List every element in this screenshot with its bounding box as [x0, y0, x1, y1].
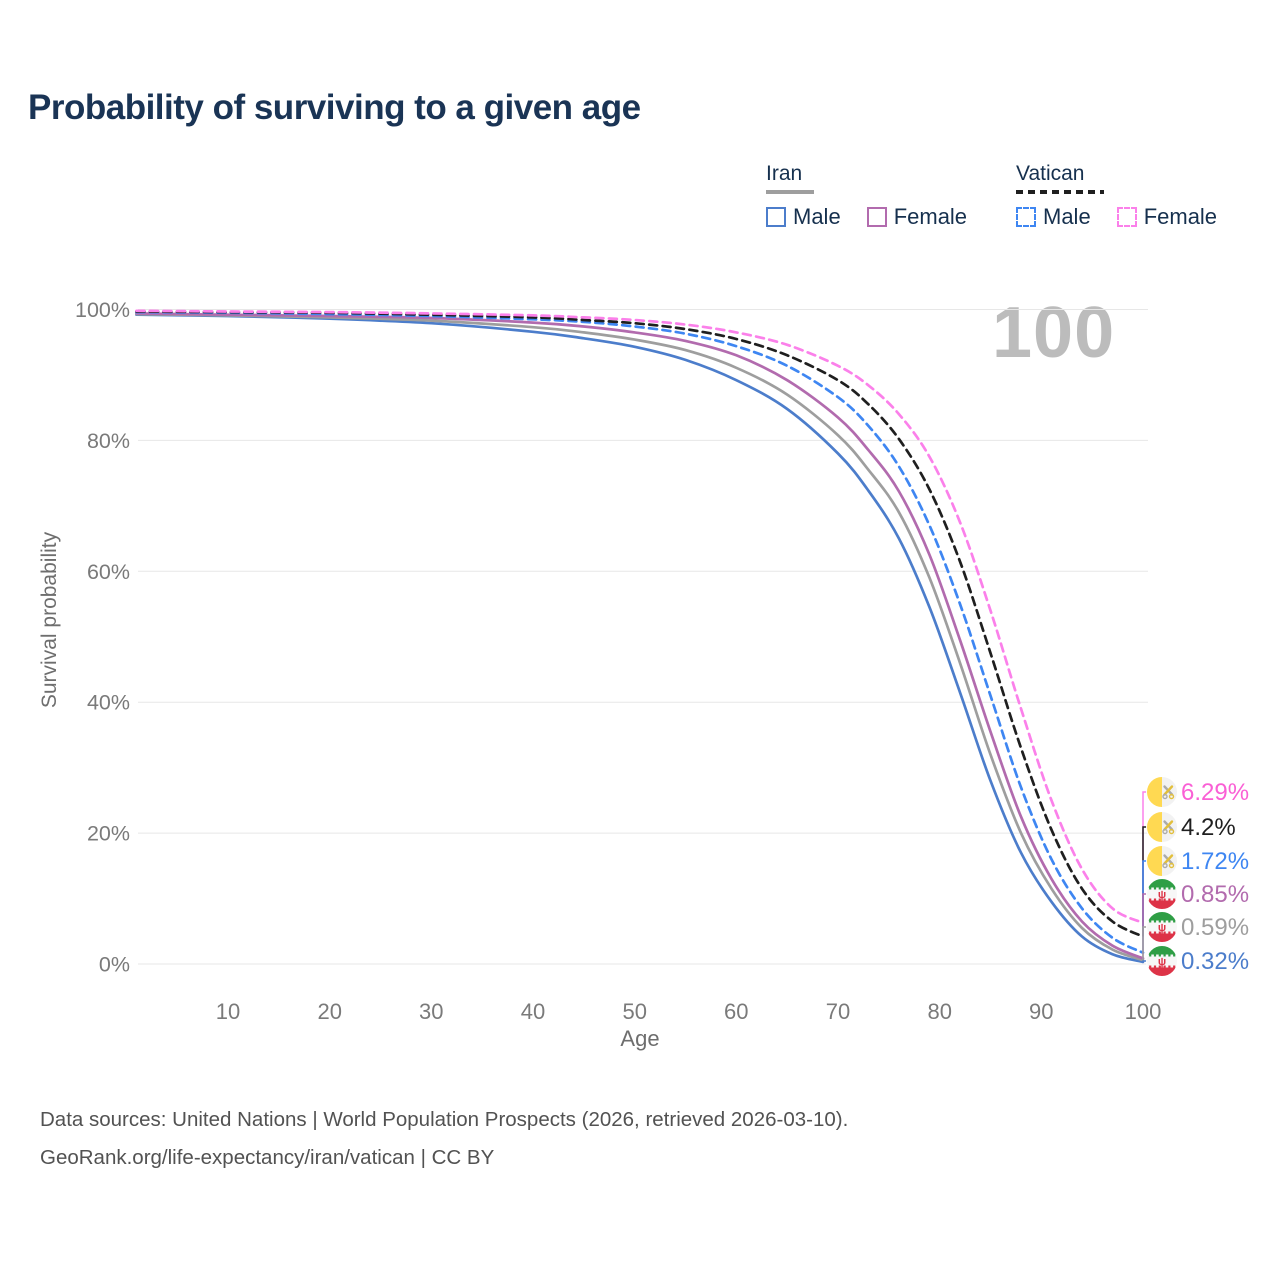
vatican-flag-icon	[1146, 811, 1178, 843]
series-line-iran[interactable]	[135, 312, 1145, 962]
legend-label-iran-female: Female	[893, 204, 968, 229]
x-tick-label: 50	[622, 999, 646, 1024]
x-tick-label: 100	[1125, 999, 1162, 1024]
legend-country-vatican: Vatican	[1016, 162, 1085, 185]
end-label-row-vatican: 4.2%	[1142, 811, 1236, 937]
leader-line	[1142, 926, 1147, 961]
y-axis-title: Survival probability	[38, 531, 61, 709]
svg-text:ψ: ψ	[1158, 956, 1166, 968]
svg-text:ψ: ψ	[1158, 922, 1166, 934]
y-tick-label: 60%	[87, 560, 130, 584]
hovered-age-indicator: 100	[992, 293, 1116, 373]
legend-item-iran-female[interactable]: Female	[866, 204, 968, 230]
legend: Iran Male Female Vatican Male	[0, 0, 1280, 250]
vatican-line-style-swatch	[1016, 190, 1104, 194]
legend-item-iran-male[interactable]: Male	[766, 204, 841, 230]
x-tick-label: 80	[927, 999, 951, 1024]
series-line-vatican[interactable]	[135, 310, 1145, 938]
series-line-vatican-female[interactable]	[135, 309, 1145, 925]
end-value-label: 0.85%	[1181, 881, 1249, 908]
x-tick-label: 90	[1029, 999, 1053, 1024]
end-value-label: 0.32%	[1181, 948, 1249, 975]
leader-line	[1142, 960, 1147, 962]
end-value-label: 1.72%	[1181, 848, 1249, 875]
y-tick-label: 40%	[87, 691, 130, 715]
vatican-flag-icon	[1146, 776, 1178, 808]
iran-flag-icon: ψ	[1146, 945, 1178, 977]
legend-item-vatican-female[interactable]: Female	[1116, 204, 1218, 230]
end-label-row-vatican-male: 1.72%	[1142, 845, 1249, 953]
page-title: Probability of surviving to a given age	[28, 88, 641, 127]
legend-label-vatican-female: Female	[1143, 204, 1218, 229]
data-sources-note: Data sources: United Nations | World Pop…	[40, 1108, 849, 1131]
y-tick-label: 0%	[99, 953, 130, 977]
legend-country-iran: Iran	[766, 162, 803, 185]
vatican-flag-icon	[1146, 845, 1178, 877]
vatican-male-swatch-icon	[1016, 207, 1036, 227]
end-label-row-iran: ψ 0.59%	[1142, 911, 1249, 961]
iran-male-swatch-icon	[766, 207, 786, 227]
y-tick-label: 20%	[87, 822, 130, 846]
end-value-label: 0.59%	[1181, 914, 1249, 941]
iran-line-style-swatch	[766, 190, 814, 194]
iran-female-swatch-icon	[866, 207, 887, 227]
y-tick-label: 80%	[87, 429, 130, 453]
x-tick-label: 20	[317, 999, 341, 1024]
legend-item-vatican-male[interactable]: Male	[1016, 204, 1091, 230]
end-label-row-iran-female: ψ 0.85%	[1142, 878, 1249, 959]
series-line-vatican-male[interactable]	[135, 310, 1145, 955]
legend-group-iran: Iran Male Female	[766, 162, 967, 230]
legend-group-vatican: Vatican Male Female	[1016, 162, 1217, 230]
end-label-row-vatican-female: 6.29%	[1142, 776, 1249, 923]
svg-text:ψ: ψ	[1158, 889, 1166, 901]
end-label-row-iran-male: ψ 0.32%	[1142, 945, 1249, 977]
end-value-label: 4.2%	[1181, 814, 1236, 841]
attribution-url: GeoRank.org/life-expectancy/iran/vatican…	[40, 1146, 495, 1169]
series-line-iran-male[interactable]	[135, 313, 1145, 964]
x-axis-title: Age	[620, 1026, 660, 1051]
y-tick-label: 100%	[75, 298, 130, 322]
x-tick-label: 10	[216, 999, 240, 1024]
legend-label-vatican-male: Male	[1043, 204, 1091, 229]
iran-flag-icon: ψ	[1146, 878, 1178, 910]
series-line-iran-female[interactable]	[135, 312, 1145, 960]
vatican-female-swatch-icon	[1116, 207, 1137, 227]
legend-label-iran-male: Male	[793, 204, 841, 229]
x-tick-label: 40	[521, 999, 545, 1024]
x-tick-label: 60	[724, 999, 748, 1024]
x-tick-label: 30	[419, 999, 443, 1024]
iran-flag-icon: ψ	[1146, 911, 1178, 943]
end-value-label: 6.29%	[1181, 779, 1249, 806]
x-tick-label: 70	[826, 999, 850, 1024]
